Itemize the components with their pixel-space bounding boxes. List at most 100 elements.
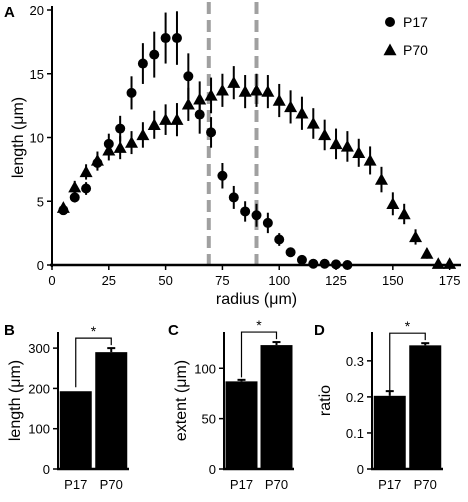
point-p17 [206, 127, 217, 138]
point-p17 [251, 210, 262, 221]
point-p70 [340, 139, 354, 152]
y-tick-label: 0 [209, 462, 216, 477]
y-tick-label: 0.1 [346, 426, 364, 441]
panel-a-scatter: A 0 5 10 15 20 0 25 50 75 100 125 150 175 radius (μm) l… [4, 2, 461, 308]
point-p17 [285, 247, 296, 258]
significance-bracket [240, 331, 278, 378]
significance-bracket [75, 337, 112, 388]
panel-label-c: C [168, 322, 179, 339]
point-p17 [126, 87, 137, 98]
point-p17 [274, 234, 285, 245]
point-p17 [296, 254, 307, 265]
x-tick-label: 0 [48, 273, 55, 288]
point-p70 [386, 197, 400, 209]
point-p70 [284, 100, 298, 113]
point-p70 [443, 257, 457, 269]
point-p70 [56, 201, 70, 213]
y-tick-label: 200 [28, 381, 50, 396]
bar-p17 [59, 391, 92, 469]
significance-marker: * [256, 317, 262, 333]
panel-label-d: D [314, 322, 325, 339]
x-tick-label: 25 [102, 273, 116, 288]
x-tick-label: 75 [215, 273, 229, 288]
point-p17 [81, 183, 92, 194]
point-p70 [90, 153, 104, 166]
y-tick-label: 0 [43, 462, 50, 477]
y-axis-label: length (μm) [10, 97, 27, 178]
point-p17 [160, 33, 171, 44]
point-p17 [331, 259, 342, 270]
point-p70 [306, 116, 320, 129]
point-p70 [113, 141, 127, 153]
x-tick-label: 50 [158, 273, 172, 288]
legend-label-p17: P17 [403, 14, 428, 30]
y-tick-label: 0.3 [346, 354, 364, 369]
y-tick-label: 100 [194, 361, 216, 376]
point-p70 [238, 85, 252, 97]
point-p70 [272, 94, 286, 106]
point-p17 [308, 258, 319, 269]
bar-p17 [225, 381, 258, 469]
point-p17 [240, 206, 251, 217]
category-label-p70: P70 [265, 477, 288, 492]
x-tick-label: 175 [439, 273, 461, 288]
point-p70 [261, 85, 275, 97]
y-tick-label: 0 [37, 258, 44, 273]
point-p17 [228, 192, 239, 203]
point-p17 [171, 33, 182, 44]
point-p70 [204, 88, 218, 101]
point-p70 [68, 180, 82, 193]
legend-marker-p70 [383, 43, 397, 56]
y-tick-label: 5 [37, 194, 44, 209]
panel-label-a: A [4, 4, 15, 21]
point-p70 [170, 113, 184, 125]
point-p70 [181, 97, 195, 110]
point-p17 [262, 217, 273, 228]
point-p70 [409, 230, 423, 243]
legend-marker-p17 [385, 17, 395, 27]
point-p70 [215, 83, 229, 96]
point-p17 [115, 123, 126, 134]
significance-bracket [389, 332, 426, 392]
y-tick-label: 0.2 [346, 390, 364, 405]
point-p70 [159, 113, 173, 125]
point-p70 [102, 143, 116, 156]
point-p70 [227, 76, 241, 88]
point-p70 [374, 173, 388, 185]
bar-p70 [95, 352, 128, 469]
point-p70 [363, 153, 377, 166]
y-tick-label: 20 [30, 3, 44, 18]
y-tick-label: 15 [30, 67, 44, 82]
point-p70 [147, 118, 161, 130]
point-p70 [420, 247, 434, 259]
point-p70 [125, 136, 139, 148]
x-tick-label: 125 [325, 273, 347, 288]
bar-p70 [409, 345, 442, 469]
point-p70 [431, 257, 445, 269]
y-tick-label: 0 [357, 462, 364, 477]
category-label-p17: P17 [230, 477, 253, 492]
y-axis-label: ratio [317, 385, 334, 416]
point-p70 [329, 137, 343, 150]
point-p70 [79, 165, 93, 178]
y-axis-label: length (μm) [7, 360, 24, 441]
panel-label-b: B [4, 322, 15, 339]
legend-label-p70: P70 [403, 42, 428, 58]
point-p17 [342, 260, 353, 270]
x-tick-label: 100 [268, 273, 290, 288]
category-label-p70: P70 [414, 477, 437, 492]
point-p17 [137, 58, 148, 69]
y-axis-label: extent (μm) [173, 360, 190, 441]
panel-c-bar: C P17 P70 * 0 50 100 extent (μm) [168, 317, 294, 492]
bar-p17 [373, 395, 406, 469]
point-p17 [149, 49, 160, 60]
y-tick-label: 50 [202, 412, 216, 427]
x-axis-label: radius (μm) [216, 291, 297, 308]
point-p70 [352, 146, 366, 158]
category-label-p17: P17 [64, 477, 87, 492]
point-p17 [69, 192, 80, 203]
significance-marker: * [405, 318, 411, 334]
category-label-p17: P17 [378, 477, 401, 492]
panel-d-bar: D P17 P70 * 0 0.1 0.2 0.3 ratio [314, 318, 443, 492]
